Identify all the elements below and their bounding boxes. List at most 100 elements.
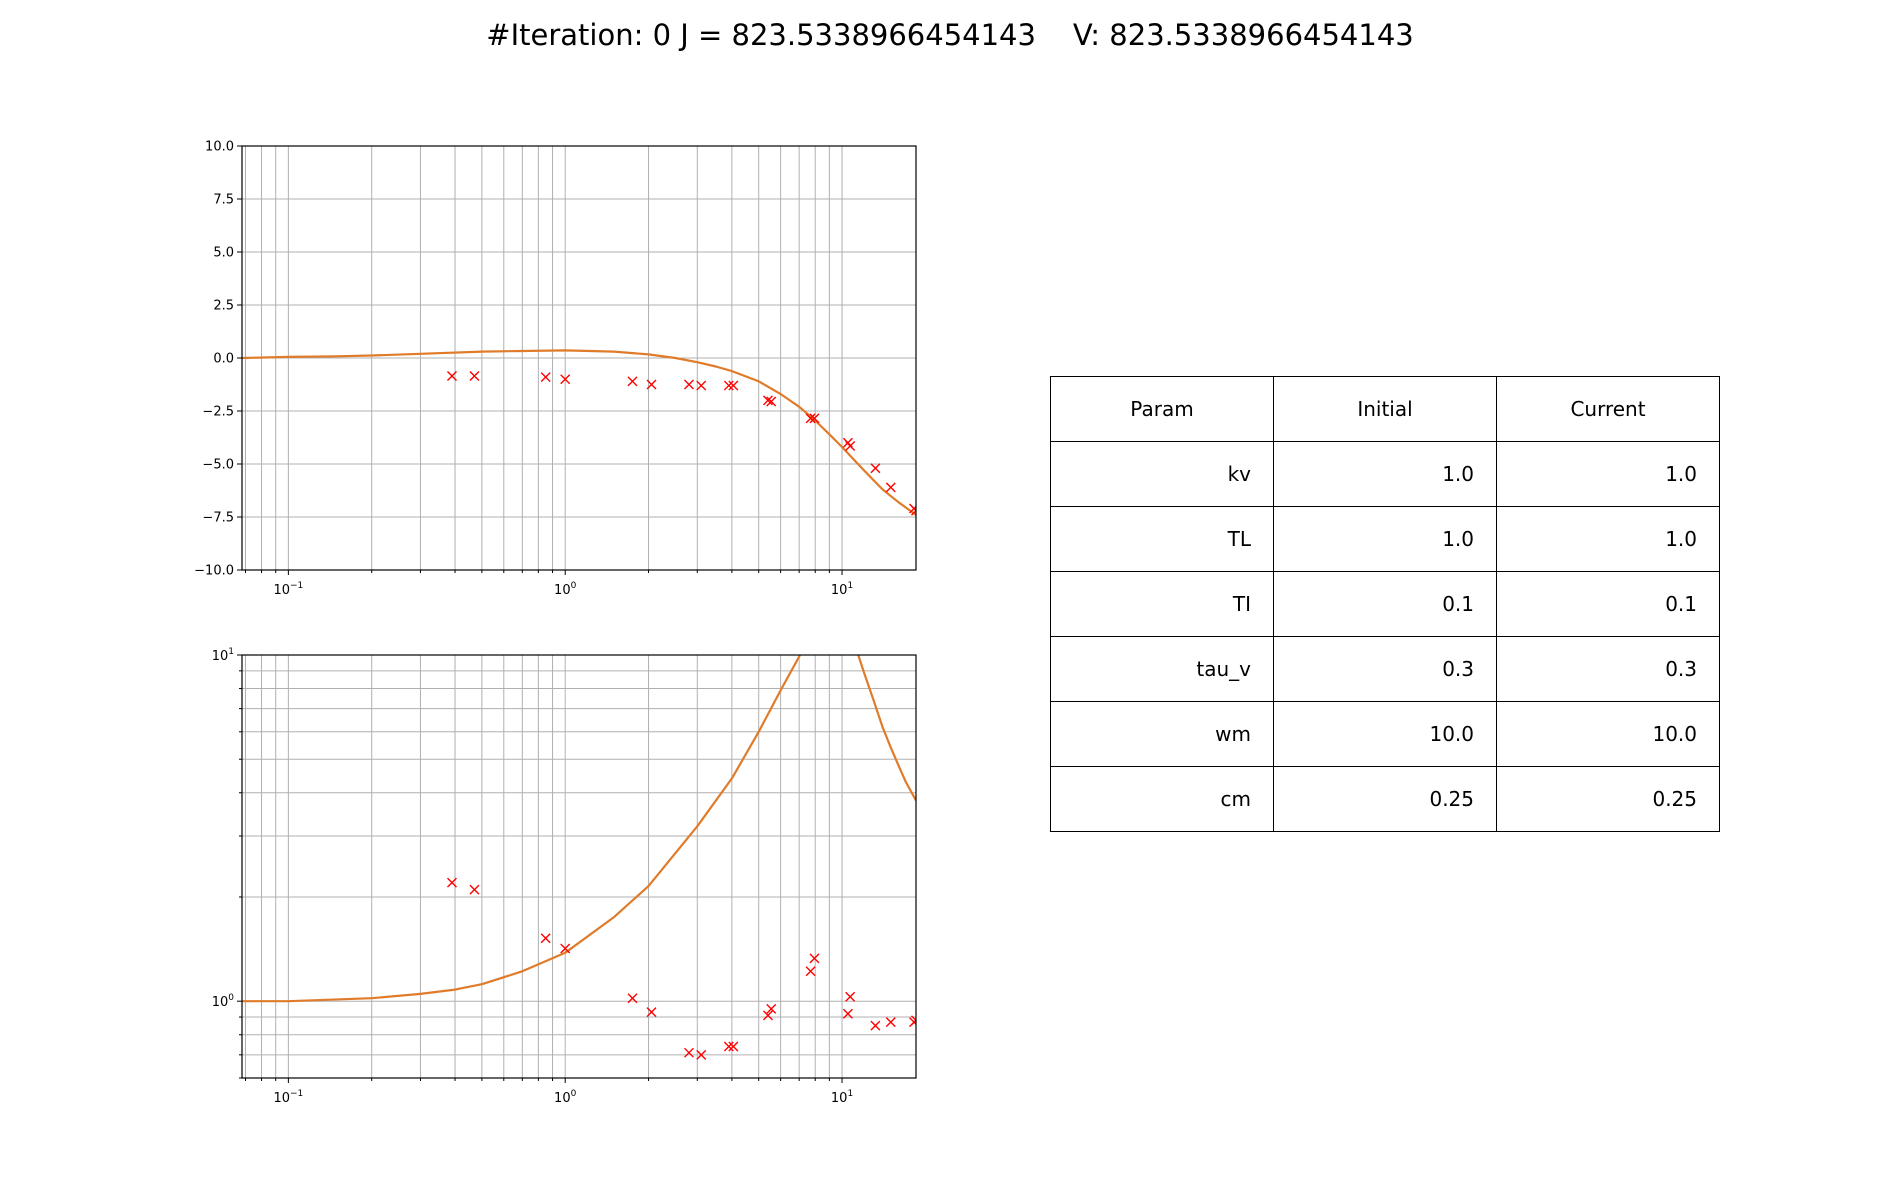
tick-base: 10 (212, 649, 229, 664)
data-marker (723, 380, 734, 391)
table-cell: tau_v (1050, 636, 1274, 702)
data-marker (696, 380, 707, 391)
tick-exponent: 0 (228, 993, 234, 1003)
table-cell: kv (1050, 441, 1274, 507)
table-cell: 10.0 (1496, 701, 1720, 767)
y-tick-label: −2.5 (202, 405, 234, 420)
tick-exponent: 1 (847, 581, 853, 591)
data-marker (627, 376, 638, 387)
data-marker (683, 379, 694, 390)
data-marker (805, 413, 816, 424)
y-tick-label: 100 (212, 993, 235, 1010)
table-header-cell: Param (1050, 376, 1274, 442)
table-cell: 1.0 (1273, 441, 1497, 507)
data-marker (469, 371, 480, 382)
table-row: TI 0.1 0.1 (1050, 571, 1720, 637)
data-marker (560, 374, 571, 385)
y-tick-label: −5.0 (202, 458, 234, 473)
data-marker (842, 1008, 853, 1019)
tick-base: 10 (273, 1091, 290, 1106)
table-cell: 0.25 (1496, 766, 1720, 832)
tick-exponent: −1 (290, 1089, 303, 1099)
table-cell: cm (1050, 766, 1274, 832)
data-marker (728, 380, 739, 391)
tick-base: 10 (554, 1091, 571, 1106)
data-marker (885, 482, 896, 493)
data-marker (723, 1041, 734, 1052)
y-tick-label: 101 (212, 647, 234, 664)
table-cell: 0.1 (1273, 571, 1497, 637)
tick-base: 10 (831, 1091, 848, 1106)
model-curve (242, 655, 802, 1003)
data-marker (762, 395, 773, 406)
data-marker (540, 372, 551, 383)
data-marker (646, 379, 657, 390)
table-cell: wm (1050, 701, 1274, 767)
series-group (242, 655, 916, 1060)
x-tick-label: 100 (554, 1089, 577, 1106)
x-tick-label: 10−1 (273, 1089, 303, 1106)
data-marker (447, 877, 457, 888)
tick-exponent: −1 (290, 581, 303, 591)
data-marker (870, 463, 881, 474)
series-group (242, 349, 916, 516)
data-marker (696, 1049, 707, 1060)
model-curve (242, 349, 916, 516)
param-table: Param Initial Current kv 1.0 1.0 TL 1.0 … (1050, 376, 1720, 832)
data-marker (728, 1041, 739, 1052)
table-row: wm 10.0 10.0 (1050, 701, 1720, 767)
x-tick-label: 101 (831, 1089, 853, 1106)
data-marker (540, 933, 551, 944)
table-cell: 0.1 (1496, 571, 1720, 637)
y-tick-label: 10.0 (205, 140, 234, 155)
x-tick-label: 10−1 (273, 581, 303, 598)
table-cell: TI (1050, 571, 1274, 637)
iteration-text: #Iteration: 0 J = 823.5338966454143 (486, 18, 1036, 52)
tick-exponent: 1 (228, 647, 234, 657)
table-header-cell: Initial (1273, 376, 1497, 442)
data-marker (911, 505, 916, 516)
tick-exponent: 0 (571, 1089, 577, 1099)
data-marker (911, 1015, 916, 1026)
table-cell: 0.3 (1273, 636, 1497, 702)
table-cell: 1.0 (1496, 506, 1720, 572)
tick-base: 10 (554, 583, 571, 598)
v-text: V: 823.5338966454143 (1072, 18, 1414, 52)
figure-title: #Iteration: 0 J = 823.5338966454143 V: 8… (0, 18, 1900, 52)
model-curve (857, 655, 916, 802)
data-marker (885, 1017, 896, 1028)
y-tick-label: 5.0 (213, 246, 234, 261)
axes-frame (241, 654, 917, 1079)
table-cell: TL (1050, 506, 1274, 572)
axes-frame (241, 145, 917, 571)
table-cell: 10.0 (1273, 701, 1497, 767)
table-cell: 1.0 (1273, 506, 1497, 572)
tick-base: 10 (831, 583, 848, 598)
data-marker (766, 1003, 777, 1014)
table-header-row: Param Initial Current (1050, 376, 1720, 442)
table-row: tau_v 0.3 0.3 (1050, 636, 1720, 702)
data-marker (762, 1010, 773, 1021)
tick-base: 10 (212, 995, 229, 1010)
table-row: kv 1.0 1.0 (1050, 441, 1720, 507)
y-tick-label: 7.5 (213, 193, 234, 208)
data-marker (560, 943, 571, 954)
tick-exponent: 0 (571, 581, 577, 591)
y-tick-label: 0.0 (213, 352, 234, 367)
table-cell: 0.25 (1273, 766, 1497, 832)
data-marker (809, 953, 820, 964)
y-tick-label: 2.5 (213, 299, 234, 314)
data-marker (805, 966, 816, 977)
data-marker (469, 884, 480, 895)
table-cell: 1.0 (1496, 441, 1720, 507)
data-marker (845, 991, 856, 1002)
tick-exponent: 1 (847, 1089, 853, 1099)
data-marker (809, 413, 820, 424)
y-tick-label: −10.0 (194, 564, 234, 579)
data-marker (683, 1047, 694, 1058)
x-tick-label: 100 (554, 581, 577, 598)
data-marker (870, 1020, 881, 1031)
data-marker (845, 440, 856, 451)
